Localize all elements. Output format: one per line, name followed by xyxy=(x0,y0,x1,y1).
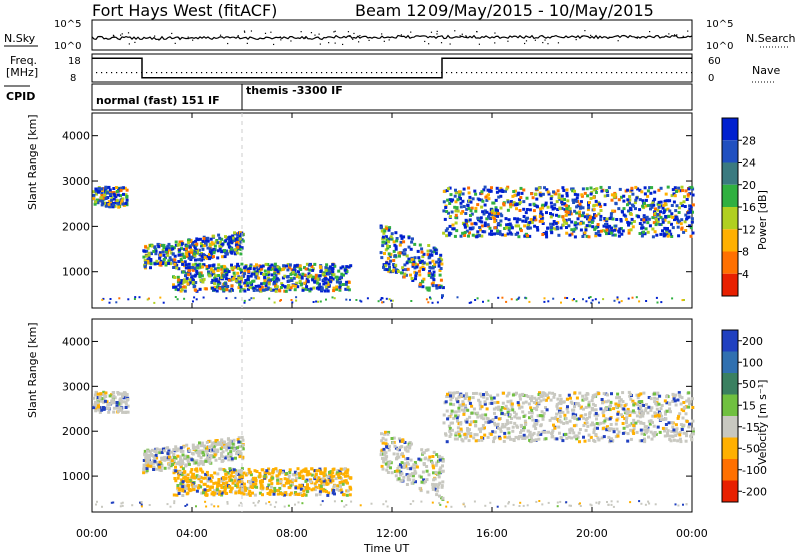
colorbar-tick-label: -200 xyxy=(742,485,767,498)
freq-trace xyxy=(92,57,693,79)
power-panel: 1000 2000 3000 4000 xyxy=(62,112,695,309)
colorbar-swatch xyxy=(722,437,738,459)
x-tick-label: 20:00 xyxy=(576,527,608,540)
colorbar-tick-label: 100 xyxy=(742,356,763,369)
freq-panel xyxy=(91,53,693,83)
velocity-ylabel: Slant Range [km] xyxy=(26,322,39,418)
x-tick-label: 12:00 xyxy=(376,527,408,540)
nsky-trace xyxy=(91,30,693,46)
colorbar-swatch xyxy=(722,273,738,296)
x-tick-label: 08:00 xyxy=(276,527,308,540)
colorbar-tick-label: 50 xyxy=(742,378,756,391)
velocity-colorbar: 200 100 50 15 -15 -50 -100 -200 xyxy=(721,329,767,503)
x-axis-label: Time UT xyxy=(363,542,409,554)
nave-tick-bottom: 0 xyxy=(708,73,714,84)
freq-label-2: [MHz] xyxy=(6,66,38,79)
y-tick-label: 4000 xyxy=(62,335,90,348)
power-data xyxy=(92,185,695,304)
y-tick-label: 4000 xyxy=(62,130,90,143)
colorbar-tick-label: 24 xyxy=(742,157,756,170)
nsky-label: N.Sky xyxy=(4,32,36,45)
y-tick-label: 3000 xyxy=(62,380,90,393)
nsky-line xyxy=(91,34,693,41)
power-yticks: 1000 2000 3000 4000 xyxy=(62,130,692,279)
colorbar-swatch xyxy=(722,162,738,185)
cpid-panel xyxy=(91,83,693,111)
freq-tick-bottom: 8 xyxy=(70,73,76,84)
beam-label: Beam 12 xyxy=(355,1,427,20)
colorbar-swatch xyxy=(722,480,738,502)
velocity-data xyxy=(92,390,695,508)
colorbar-tick-label: 16 xyxy=(742,201,756,214)
nave-tick-top: 60 xyxy=(708,56,721,67)
colorbar-swatch xyxy=(722,330,738,352)
y-tick-label: 1000 xyxy=(62,266,90,279)
cpid-label: CPID xyxy=(6,90,35,103)
colorbar-swatch xyxy=(722,459,738,481)
nsky-tick-bottom: 10^0 xyxy=(54,41,81,52)
velocity-colorbar-label: Velocity [m s⁻¹] xyxy=(756,380,769,465)
x-tick-label: 16:00 xyxy=(476,527,508,540)
colorbar-swatch xyxy=(722,416,738,438)
cpid-segment-1: normal (fast) 151 IF xyxy=(96,94,220,107)
colorbar-tick-label: -15 xyxy=(742,421,760,434)
freq-line xyxy=(92,57,692,79)
y-tick-label: 3000 xyxy=(62,175,90,188)
nsearch-tick-top: 10^5 xyxy=(706,19,733,30)
x-tick-label: 04:00 xyxy=(176,527,208,540)
nsky-panel xyxy=(91,19,693,51)
power-ylabel: Slant Range [km] xyxy=(26,114,39,210)
station-title: Fort Hays West (fitACF) xyxy=(92,1,277,20)
colorbar-swatch xyxy=(722,207,738,230)
colorbar-swatch xyxy=(722,184,738,207)
colorbar-tick-label: 4 xyxy=(742,268,749,281)
colorbar-swatch xyxy=(722,351,738,373)
nave-label: Nave xyxy=(752,64,780,77)
freq-tick-top: 18 xyxy=(68,56,81,67)
y-tick-label: 2000 xyxy=(62,425,90,438)
date-range: 09/May/2015 - 10/May/2015 xyxy=(428,1,654,20)
nsearch-tick-bottom: 10^0 xyxy=(706,41,733,52)
colorbar-swatch xyxy=(722,251,738,274)
colorbar-tick-label: -100 xyxy=(742,464,767,477)
colorbar-tick-label: 200 xyxy=(742,335,763,348)
power-colorbar-label: Power [dB] xyxy=(756,190,769,250)
colorbar-tick-label: 15 xyxy=(742,399,756,412)
colorbar-tick-label: -50 xyxy=(742,442,760,455)
colorbar-tick-label: 12 xyxy=(742,223,756,236)
nsky-tick-top: 10^5 xyxy=(54,19,81,30)
x-axis-ticks: 00:00 04:00 08:00 12:00 16:00 20:00 00:00 xyxy=(76,113,708,540)
nsearch-label: N.Search xyxy=(746,32,796,45)
colorbar-tick-label: 20 xyxy=(742,179,756,192)
colorbar-swatch xyxy=(722,118,738,141)
colorbar-tick-label: 8 xyxy=(742,246,749,259)
x-tick-label: 00:00 xyxy=(676,527,708,540)
colorbar-swatch xyxy=(722,394,738,416)
colorbar-swatch xyxy=(722,229,738,252)
x-tick-label: 00:00 xyxy=(76,527,108,540)
cpid-segment-2: themis -3300 IF xyxy=(246,84,343,97)
freq-label-1: Freq. xyxy=(10,54,37,67)
y-tick-label: 2000 xyxy=(62,220,90,233)
power-colorbar: 28 24 20 16 12 8 4 xyxy=(721,117,756,297)
velocity-panel: 1000 2000 3000 4000 xyxy=(62,318,695,513)
colorbar-swatch xyxy=(722,140,738,163)
colorbar-tick-label: 28 xyxy=(742,134,756,147)
colorbar-swatch xyxy=(722,373,738,395)
velocity-yticks: 1000 2000 3000 4000 xyxy=(62,335,692,483)
y-tick-label: 1000 xyxy=(62,470,90,483)
